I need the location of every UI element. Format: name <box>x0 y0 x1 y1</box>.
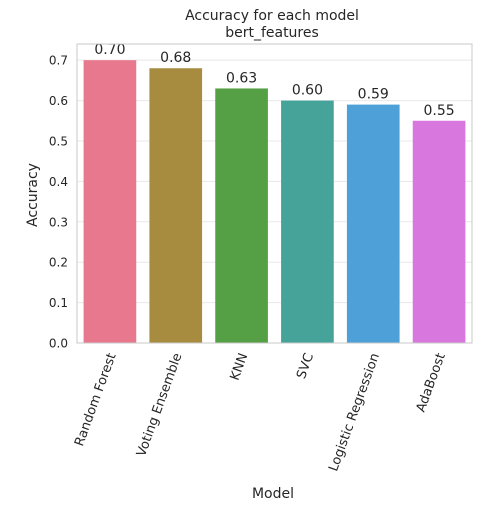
bar <box>83 60 137 343</box>
x-tick-label: KNN <box>228 351 252 382</box>
x-tick-label: Voting Ensemble <box>134 351 185 458</box>
y-grid <box>77 59 472 344</box>
data-label: 0.68 <box>160 50 191 66</box>
y-tick-label: 0.2 <box>49 256 68 270</box>
bars <box>83 60 466 344</box>
data-label: 0.63 <box>226 70 257 86</box>
x-axis-label: Model <box>252 486 294 502</box>
bar <box>412 120 466 344</box>
y-tick-label: 0.6 <box>49 94 68 108</box>
y-tick-label: 0.0 <box>49 337 68 351</box>
bar <box>149 68 203 344</box>
y-axis-label: Accuracy <box>25 163 41 227</box>
x-tick-label: Logistic Regression <box>326 351 383 473</box>
data-label: 0.59 <box>358 87 389 103</box>
plot-frame <box>76 43 473 344</box>
chart-title: Accuracy for each model <box>185 8 359 24</box>
data-label: 0.70 <box>94 42 125 58</box>
y-tick-label: 0.1 <box>49 296 68 310</box>
bar <box>215 88 268 343</box>
bar <box>346 104 400 343</box>
y-tick-label: 0.7 <box>49 54 68 68</box>
bar <box>281 100 334 343</box>
chart-subtitle: bert_features <box>225 25 319 41</box>
x-ticks: Random Forest Voting Ensemble KNN SVC Logist… <box>72 351 449 473</box>
data-label: 0.55 <box>423 103 454 119</box>
data-label: 0.60 <box>292 83 323 99</box>
x-tick-label: AdaBoost <box>414 351 449 414</box>
x-tick-label: Random Forest <box>72 351 120 448</box>
data-labels: 0.70 0.68 0.63 0.60 0.59 0.55 <box>94 42 454 119</box>
y-tick-label: 0.4 <box>49 175 68 189</box>
y-tick-label: 0.5 <box>49 134 68 148</box>
x-tick-label: SVC <box>294 351 317 381</box>
y-tick-label: 0.3 <box>49 215 68 229</box>
y-ticks: 0.0 0.1 0.2 0.3 0.4 0.5 0.6 0.7 <box>49 54 68 351</box>
